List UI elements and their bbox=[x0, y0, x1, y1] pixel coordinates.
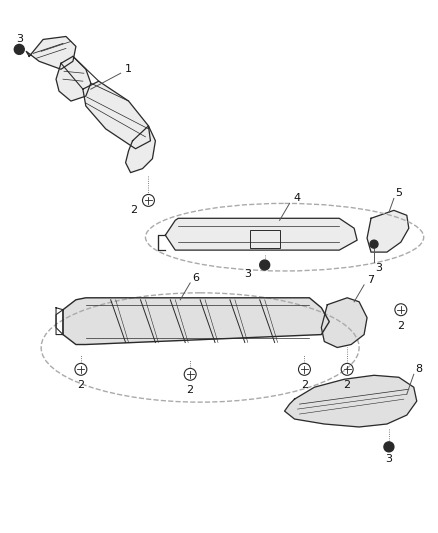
Polygon shape bbox=[126, 126, 155, 173]
Text: 2: 2 bbox=[397, 321, 404, 330]
Circle shape bbox=[384, 442, 394, 452]
Text: 7: 7 bbox=[367, 275, 374, 285]
Text: 2: 2 bbox=[344, 380, 351, 390]
Text: 2: 2 bbox=[130, 205, 137, 215]
Text: 2: 2 bbox=[187, 385, 194, 395]
Polygon shape bbox=[165, 219, 357, 250]
Polygon shape bbox=[63, 298, 329, 344]
Circle shape bbox=[14, 44, 24, 54]
Polygon shape bbox=[321, 298, 367, 348]
Text: 5: 5 bbox=[396, 189, 403, 198]
Circle shape bbox=[260, 260, 270, 270]
Text: 2: 2 bbox=[78, 380, 85, 390]
Polygon shape bbox=[285, 375, 417, 427]
Polygon shape bbox=[367, 211, 409, 252]
Text: 3: 3 bbox=[375, 263, 382, 273]
Text: 2: 2 bbox=[301, 380, 308, 390]
Polygon shape bbox=[83, 81, 150, 149]
Text: 8: 8 bbox=[415, 365, 422, 374]
Bar bbox=[250, 230, 279, 248]
Text: 1: 1 bbox=[125, 64, 132, 74]
Text: 6: 6 bbox=[193, 273, 200, 283]
Polygon shape bbox=[26, 36, 76, 69]
Text: 3: 3 bbox=[244, 269, 251, 279]
Text: 3: 3 bbox=[16, 35, 23, 44]
Polygon shape bbox=[56, 56, 91, 101]
Text: 3: 3 bbox=[385, 454, 392, 464]
Text: 4: 4 bbox=[293, 193, 300, 204]
Circle shape bbox=[370, 240, 378, 248]
